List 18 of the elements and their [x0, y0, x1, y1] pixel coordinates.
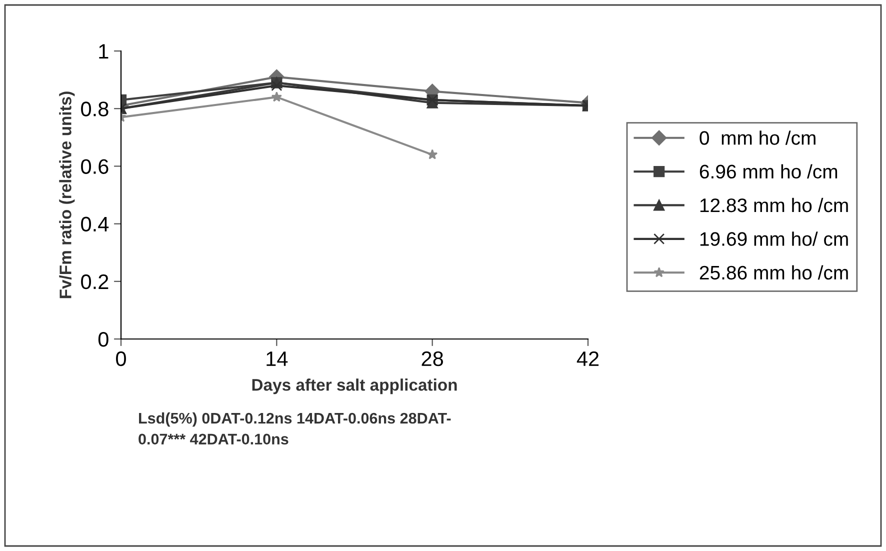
y-tick-label: 0.2	[81, 274, 108, 290]
x-tick-label: 0	[116, 351, 126, 366]
y-tick-label: 0	[98, 332, 108, 347]
text: Lsd(5%) 0DAT-0.12ns 14DAT-0.06ns 28DAT- 0.07*** 42DAT-0.10ns	[138, 412, 451, 445]
y-tick-label: 0.8	[81, 102, 108, 116]
y-tick-label: 1	[99, 44, 108, 59]
x-tick-label: 42	[576, 351, 599, 366]
x-tick-label: 28	[422, 351, 444, 366]
legend-label: 25.86 mm ho /cm	[700, 265, 848, 280]
legend-label: 19.69 mm ho/ cm	[700, 232, 848, 246]
legend-label: 0 mm ho /cm	[700, 130, 816, 145]
legend-label: 12.83 mm ho /cm	[700, 198, 848, 212]
legend-label: 6.96 mm ho /cm	[700, 164, 838, 179]
x-tick-label: 14	[266, 352, 288, 366]
x-axis-title: Days after salt application	[252, 378, 457, 394]
y-tick-label: 0.6	[81, 159, 108, 174]
y-axis-title: Fv/Fm ratio (relative units)	[59, 92, 75, 298]
y-tick-label: 0.4	[81, 216, 109, 232]
